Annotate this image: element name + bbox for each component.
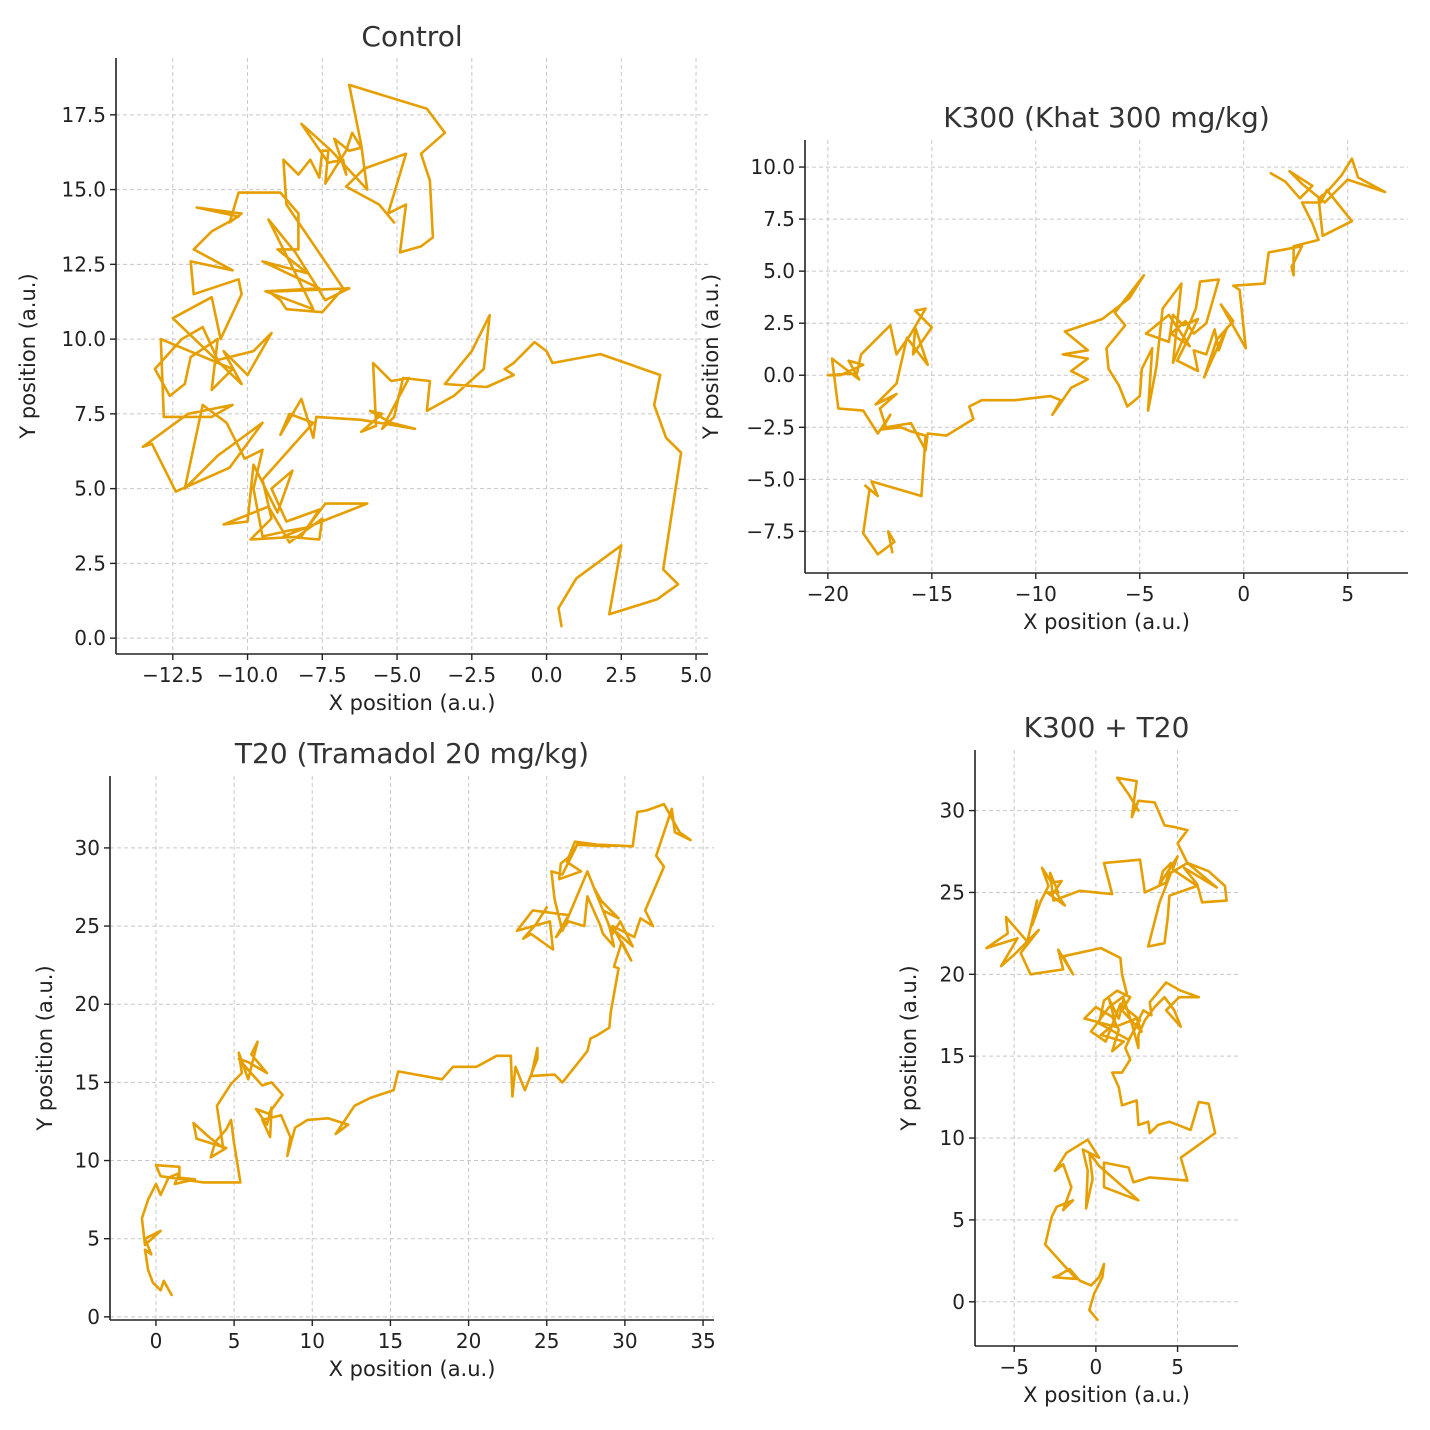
y-axis-label: Y position (a.u.) bbox=[16, 273, 40, 439]
y-tick-label: 10.0 bbox=[750, 155, 795, 179]
y-tick-label: 2.5 bbox=[763, 311, 795, 335]
x-tick-label: 5 bbox=[228, 1329, 241, 1353]
trajectory-line bbox=[985, 776, 1228, 1322]
x-tick-label: −5 bbox=[999, 1355, 1028, 1379]
x-tick-label: 15 bbox=[378, 1329, 403, 1353]
x-tick-label: 0 bbox=[150, 1329, 163, 1353]
x-tick-label: 2.5 bbox=[605, 663, 637, 687]
x-tick-label: 10 bbox=[300, 1329, 325, 1353]
y-tick-label: 12.5 bbox=[61, 252, 106, 276]
subplot-title: Control bbox=[361, 20, 462, 53]
x-tick-label: 0 bbox=[1237, 582, 1250, 606]
y-tick-label: 10 bbox=[75, 1149, 100, 1173]
x-tick-label: 0 bbox=[1090, 1355, 1103, 1379]
x-tick-label: −10.0 bbox=[217, 663, 278, 687]
x-tick-label: 0.0 bbox=[531, 663, 563, 687]
x-tick-label: −15 bbox=[911, 582, 953, 606]
subplot-3: −5 0 5 0 5 10 15 20 25 30 K300 + T20 X position (a.… bbox=[897, 711, 1238, 1407]
y-tick-label: 20 bbox=[940, 962, 965, 986]
subplot-title: T20 (Tramadol 20 mg/kg) bbox=[234, 737, 589, 770]
y-axis-label: Y position (a.u.) bbox=[699, 274, 723, 440]
y-tick-label: 0.0 bbox=[763, 363, 795, 387]
x-tick-label: −7.5 bbox=[298, 663, 347, 687]
trajectory-line bbox=[140, 802, 692, 1297]
x-axis-label: X position (a.u.) bbox=[329, 1357, 496, 1381]
y-tick-label: 25 bbox=[75, 914, 100, 938]
y-axis-label: Y position (a.u.) bbox=[897, 965, 921, 1131]
trajectory-line bbox=[826, 157, 1387, 556]
y-tick-label: 7.5 bbox=[74, 402, 106, 426]
x-axis-label: X position (a.u.) bbox=[329, 691, 496, 715]
subplot-title: K300 (Khat 300 mg/kg) bbox=[943, 101, 1270, 134]
y-tick-label: 10.0 bbox=[61, 327, 106, 351]
x-axis-label: X position (a.u.) bbox=[1023, 610, 1190, 634]
y-tick-label: 25 bbox=[940, 880, 965, 904]
y-tick-label: 30 bbox=[75, 836, 100, 860]
x-tick-label: −10 bbox=[1015, 582, 1057, 606]
x-tick-label: 30 bbox=[612, 1329, 637, 1353]
x-tick-label: 25 bbox=[534, 1329, 559, 1353]
y-tick-label: 15 bbox=[75, 1070, 100, 1094]
y-tick-label: 0 bbox=[87, 1305, 100, 1329]
y-tick-label: 15 bbox=[940, 1044, 965, 1068]
y-axis-label: Y position (a.u.) bbox=[33, 965, 57, 1131]
x-tick-label: −20 bbox=[807, 582, 849, 606]
y-tick-label: 17.5 bbox=[61, 103, 106, 127]
x-tick-label: −5.0 bbox=[373, 663, 422, 687]
y-tick-label: 5 bbox=[87, 1227, 100, 1251]
x-tick-label: −12.5 bbox=[142, 663, 203, 687]
subplot-1: −20 −15 −10 −5 0 5 −7.5 −5.0 −2.5 0.0 2.5 5.0 7.5 10.… bbox=[699, 101, 1408, 634]
y-tick-label: 7.5 bbox=[763, 207, 795, 231]
y-tick-label: 0 bbox=[952, 1290, 965, 1314]
x-tick-label: 5.0 bbox=[680, 663, 712, 687]
x-tick-label: 35 bbox=[690, 1329, 715, 1353]
trajectory-line bbox=[141, 83, 683, 628]
x-tick-label: −5 bbox=[1125, 582, 1154, 606]
y-tick-label: 15.0 bbox=[61, 178, 106, 202]
subplot-2: 0 5 10 15 20 25 30 35 0 5 10 15 20 25 30 T20 (Tramadol … bbox=[33, 737, 716, 1381]
subplot-0: −12.5 −10.0 −7.5 −5.0 −2.5 0.0 2.5 5.0 0.0 2.5 5.0… bbox=[16, 20, 712, 715]
x-tick-label: −2.5 bbox=[448, 663, 497, 687]
y-tick-label: 0.0 bbox=[74, 626, 106, 650]
y-tick-label: 10 bbox=[940, 1126, 965, 1150]
y-tick-label: 5.0 bbox=[763, 259, 795, 283]
y-tick-label: 5.0 bbox=[74, 477, 106, 501]
x-axis-label: X position (a.u.) bbox=[1023, 1383, 1190, 1407]
y-tick-label: −5.0 bbox=[746, 467, 795, 491]
y-tick-label: 2.5 bbox=[74, 551, 106, 575]
y-tick-label: −2.5 bbox=[746, 415, 795, 439]
x-tick-label: 5 bbox=[1171, 1355, 1184, 1379]
y-tick-label: 5 bbox=[952, 1208, 965, 1232]
y-tick-label: 30 bbox=[940, 799, 965, 823]
y-tick-label: −7.5 bbox=[746, 519, 795, 543]
x-tick-label: 5 bbox=[1341, 582, 1354, 606]
subplot-title: K300 + T20 bbox=[1024, 711, 1190, 744]
x-tick-label: 20 bbox=[456, 1329, 481, 1353]
y-tick-label: 20 bbox=[75, 992, 100, 1016]
